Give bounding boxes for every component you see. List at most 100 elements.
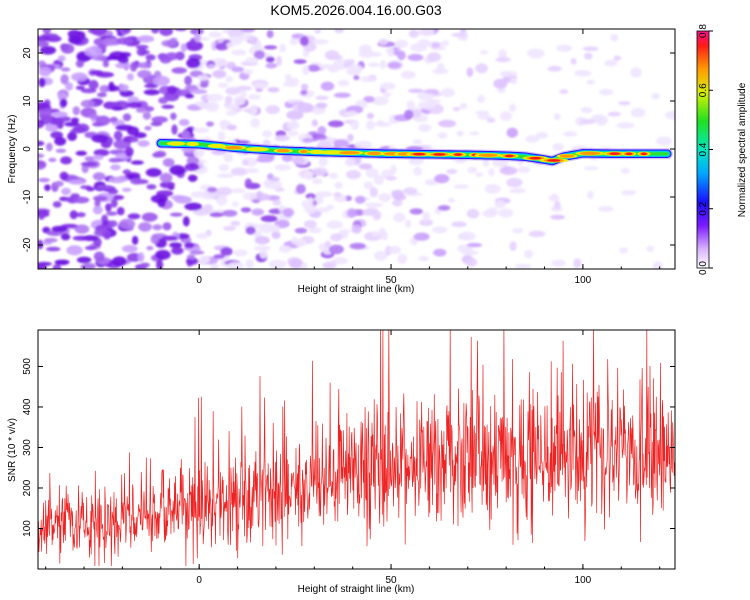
noise-blob: [166, 85, 177, 95]
snr-x-tick-label: 50: [385, 575, 397, 586]
noise-blob: [248, 35, 259, 46]
noise-blob: [39, 46, 57, 55]
colorbar-tick-label: 0.8: [698, 24, 709, 38]
noise-blob: [494, 200, 506, 209]
noise-blob: [486, 117, 496, 123]
noise-blob: [346, 68, 362, 76]
noise-blob: [409, 208, 423, 215]
noise-blob: [330, 233, 343, 242]
noise-blob: [127, 213, 141, 220]
noise-blob: [181, 130, 191, 139]
noise-blob: [245, 57, 259, 64]
noise-blob: [334, 29, 344, 34]
noise-blob: [225, 75, 233, 83]
noise-blob: [412, 139, 423, 145]
noise-blob: [308, 227, 322, 234]
noise-blob: [512, 227, 524, 234]
noise-blob: [406, 100, 416, 111]
noise-blob: [289, 38, 298, 46]
noise-blob: [193, 127, 210, 134]
noise-blob: [327, 120, 344, 128]
heatmap-noise: [38, 29, 675, 269]
noise-blob: [54, 136, 67, 146]
noise-blob: [251, 208, 265, 216]
noise-blob: [72, 106, 81, 116]
noise-blob: [64, 121, 80, 127]
noise-blob: [162, 158, 175, 167]
noise-blob: [70, 128, 86, 134]
noise-blob: [300, 262, 308, 269]
ridge-hot-spot: [186, 141, 200, 147]
noise-blob: [438, 119, 457, 128]
noise-blob: [506, 177, 523, 188]
noise-blob: [386, 46, 395, 57]
heatmap-x-label: Height of straight line (km): [298, 284, 415, 295]
noise-blob: [144, 83, 159, 89]
noise-blob: [437, 132, 448, 139]
noise-blob: [302, 65, 310, 76]
noise-blob: [60, 233, 71, 241]
noise-blob: [339, 229, 351, 234]
noise-blob: [422, 211, 431, 222]
noise-blob: [245, 259, 254, 269]
noise-blob: [52, 111, 68, 118]
noise-blob: [299, 35, 309, 47]
noise-blob: [595, 115, 608, 126]
heatmap-y-tick-label: -10: [22, 189, 33, 204]
noise-blob: [45, 122, 59, 132]
noise-blob: [227, 261, 244, 269]
noise-blob: [38, 101, 50, 110]
noise-blob: [466, 67, 474, 77]
noise-blob: [93, 149, 110, 157]
noise-blob: [60, 74, 69, 85]
noise-blob: [233, 249, 248, 257]
noise-blob: [345, 110, 358, 117]
ridge-hot-spot: [367, 151, 382, 156]
noise-blob: [108, 81, 115, 92]
ridge-hot-spot: [339, 151, 360, 155]
noise-blob: [480, 50, 489, 55]
noise-blob: [655, 136, 673, 146]
noise-blob: [417, 91, 434, 101]
noise-blob: [502, 166, 511, 173]
noise-blob: [217, 82, 229, 88]
noise-blob: [365, 202, 383, 208]
noise-blob: [59, 196, 68, 201]
noise-blob: [269, 176, 280, 182]
noise-blob: [84, 46, 102, 57]
noise-blob: [360, 76, 377, 82]
noise-blob: [210, 262, 219, 269]
noise-blob: [224, 95, 233, 104]
noise-blob: [337, 79, 350, 87]
noise-blob: [125, 146, 134, 157]
noise-blob: [259, 249, 269, 259]
noise-blob: [294, 238, 307, 247]
noise-blob: [230, 220, 241, 227]
noise-blob: [137, 69, 152, 79]
noise-blob: [165, 52, 178, 61]
noise-blob: [475, 63, 488, 74]
colorbar-tick-label: 0.4: [698, 142, 709, 156]
noise-blob: [293, 59, 307, 64]
noise-blob: [550, 214, 565, 220]
noise-blob: [158, 97, 169, 104]
noise-blob: [242, 192, 258, 201]
noise-blob: [610, 34, 619, 42]
noise-blob: [109, 116, 118, 124]
noise-blob: [171, 246, 184, 255]
noise-blob: [60, 43, 75, 54]
noise-blob: [184, 93, 194, 99]
noise-blob: [38, 77, 46, 88]
noise-blob: [150, 234, 160, 244]
noise-blob: [121, 29, 132, 34]
colorbar-ticks: 0.0 0.2 0.4 0.6 0.8: [698, 24, 713, 275]
noise-blob: [434, 174, 450, 184]
noise-blob: [408, 29, 419, 38]
noise-blob: [159, 172, 173, 183]
noise-blob: [265, 56, 275, 63]
snr-x-tick-label: 0: [196, 575, 202, 586]
noise-blob: [617, 101, 631, 106]
noise-blob: [184, 242, 195, 249]
noise-blob: [500, 111, 512, 122]
noise-blob: [413, 232, 430, 241]
